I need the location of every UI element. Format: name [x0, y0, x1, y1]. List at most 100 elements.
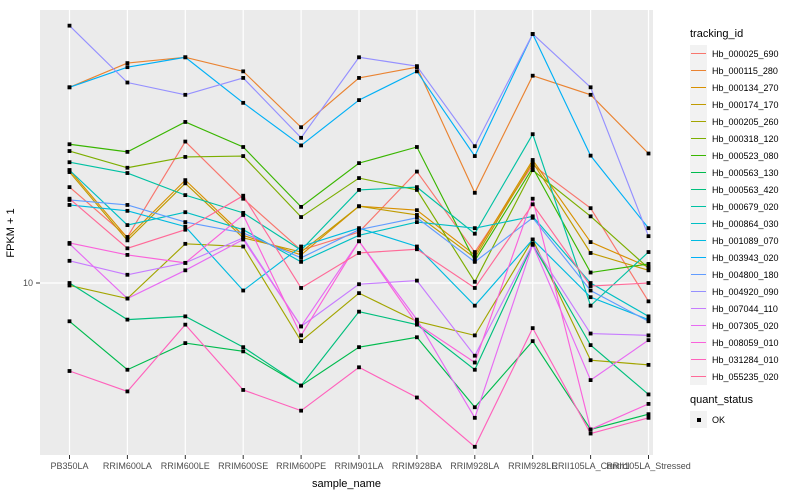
data-point [646, 333, 651, 338]
data-point [646, 412, 651, 417]
data-point [472, 415, 477, 420]
data-point [472, 255, 477, 260]
legend-quant-section: quant_status OK [690, 394, 800, 428]
legend-entry-Hb_007305_020: Hb_007305_020 [690, 317, 800, 334]
data-point [588, 303, 593, 308]
data-point [299, 135, 303, 140]
data-point [125, 238, 130, 243]
data-point [415, 64, 419, 69]
data-point [415, 185, 419, 190]
square-point-icon [696, 417, 701, 422]
legend-label: Hb_007044_110 [712, 303, 778, 314]
legend-key-swatch [690, 300, 707, 317]
legend-entry-Hb_003943_020: Hb_003943_020 [690, 249, 800, 266]
legend-entry-Hb_000174_170: Hb_000174_170 [690, 96, 800, 113]
data-point [588, 206, 593, 211]
data-point [67, 369, 72, 373]
data-point [646, 338, 651, 343]
data-point [241, 345, 246, 350]
data-point [241, 388, 246, 392]
legend-label: Hb_004920_090 [712, 286, 779, 297]
data-point [241, 69, 246, 74]
data-point [472, 250, 477, 254]
data-point [241, 193, 246, 198]
legend-line-icon [691, 239, 706, 242]
data-point [472, 405, 477, 410]
data-point [646, 234, 651, 239]
data-point [183, 193, 188, 198]
data-point [299, 248, 303, 253]
legend-line-icon [691, 375, 706, 378]
data-point [472, 444, 477, 449]
data-point [472, 154, 477, 158]
data-point [415, 317, 419, 322]
data-point [299, 252, 303, 257]
data-point [415, 247, 419, 252]
data-point [646, 281, 651, 285]
legend-entry-Hb_007044_110: Hb_007044_110 [690, 300, 800, 317]
data-point [415, 321, 419, 326]
data-point [646, 392, 651, 397]
data-point [415, 395, 419, 400]
legend-key-swatch [690, 215, 707, 232]
legend-label: Hb_004800_180 [712, 269, 779, 280]
data-point [299, 333, 303, 338]
data-point [415, 208, 419, 213]
data-point [125, 317, 130, 322]
legend-key-swatch [690, 164, 707, 181]
data-point [125, 203, 130, 207]
data-point [299, 286, 303, 290]
data-point [588, 427, 593, 432]
data-point [125, 208, 130, 213]
data-point [530, 132, 535, 137]
data-point [415, 188, 419, 192]
data-point [357, 282, 361, 287]
data-point [125, 165, 130, 170]
data-point [67, 149, 72, 153]
data-point [357, 251, 361, 255]
data-point [125, 235, 130, 240]
legend-key-swatch [690, 62, 707, 79]
legend-key-swatch [690, 79, 707, 96]
legend-entry-Hb_004800_180: Hb_004800_180 [690, 266, 800, 283]
legend-label: Hb_000174_170 [712, 99, 779, 110]
data-point [530, 237, 535, 242]
data-point [646, 415, 651, 420]
data-point [530, 339, 535, 344]
x-tick-label: RRIM600LE [161, 461, 210, 471]
data-point [530, 242, 535, 247]
data-point [646, 299, 651, 304]
data-point [241, 145, 246, 149]
legend-key-swatch [690, 334, 707, 351]
data-point [530, 168, 535, 173]
legend-label: Hb_008059_010 [712, 337, 779, 348]
legend-entry-Hb_000205_260: Hb_000205_260 [690, 113, 800, 130]
data-point [357, 233, 361, 238]
data-point [646, 268, 651, 273]
legend-line-icon [691, 290, 706, 293]
legend-tracking-entries: Hb_000025_690 Hb_000115_280 Hb_000134_270 H… [690, 45, 800, 385]
legend-line-icon [691, 86, 706, 89]
data-point [472, 226, 477, 231]
data-point [125, 272, 130, 277]
data-point [299, 324, 303, 329]
data-point [472, 303, 477, 308]
legend-line-icon [691, 324, 706, 327]
data-point [588, 331, 593, 336]
data-point [183, 314, 188, 319]
legend-label: Hb_031284_010 [712, 354, 779, 365]
data-point [183, 322, 188, 327]
legend-key-swatch [690, 147, 707, 164]
legend-line-icon [691, 358, 706, 361]
data-point [183, 227, 188, 232]
legend-key-swatch [690, 351, 707, 368]
legend-line-icon [691, 273, 706, 276]
legend-label: Hb_000205_260 [712, 116, 779, 127]
data-point [646, 319, 651, 324]
data-point [183, 241, 188, 246]
data-point [67, 85, 72, 90]
legend-key-swatch [690, 198, 707, 215]
data-point [183, 341, 188, 346]
legend-key-swatch [690, 368, 707, 385]
x-axis-title: sample_name [311, 478, 382, 490]
